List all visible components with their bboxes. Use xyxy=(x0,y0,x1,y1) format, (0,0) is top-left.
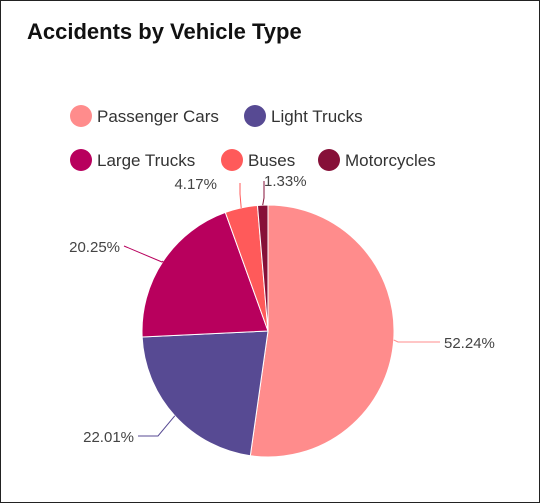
data-label-motorcycles: 1.33% xyxy=(264,173,307,190)
legend-swatch-buses xyxy=(221,149,243,171)
legend-item-buses[interactable]: Buses xyxy=(221,149,295,171)
leader-line-motorcycles xyxy=(262,181,265,206)
legend-swatch-large-trucks xyxy=(70,149,92,171)
legend-label-buses: Buses xyxy=(248,151,295,170)
legend-label-motorcycles: Motorcycles xyxy=(345,151,436,170)
leader-line-light-trucks xyxy=(138,415,176,437)
legend-item-passenger-cars[interactable]: Passenger Cars xyxy=(70,105,219,127)
chart-title: Accidents by Vehicle Type xyxy=(27,19,302,44)
legend-swatch-passenger-cars xyxy=(70,105,92,127)
legend-item-large-trucks[interactable]: Large Trucks xyxy=(70,149,195,171)
pie-slices xyxy=(141,204,395,458)
legend-swatch-light-trucks xyxy=(244,105,266,127)
data-label-passenger-cars: 52.24% xyxy=(444,335,495,352)
leader-line-buses xyxy=(239,183,242,208)
data-label-buses: 4.17% xyxy=(174,176,217,193)
pie-slice-motorcycles[interactable] xyxy=(256,204,269,332)
legend-label-passenger-cars: Passenger Cars xyxy=(97,107,219,126)
pie-slice-passenger-cars[interactable] xyxy=(249,204,395,458)
pie-slice-light-trucks[interactable] xyxy=(141,330,269,457)
leader-line-passenger-cars xyxy=(393,339,440,343)
data-label-large-trucks: 20.25% xyxy=(69,239,120,256)
leader-line-large-trucks xyxy=(123,245,164,263)
legend-swatch-motorcycles xyxy=(318,149,340,171)
pie-labels: 52.24% 22.01% 20.25% 4.17% 1.33% xyxy=(69,173,495,446)
legend-item-motorcycles[interactable]: Motorcycles xyxy=(318,149,436,171)
legend-item-light-trucks[interactable]: Light Trucks xyxy=(244,105,363,127)
legend: Passenger Cars Light Trucks Large Trucks Bu… xyxy=(70,105,436,171)
data-label-light-trucks: 22.01% xyxy=(83,429,134,446)
legend-label-large-trucks: Large Trucks xyxy=(97,151,195,170)
legend-label-light-trucks: Light Trucks xyxy=(271,107,363,126)
